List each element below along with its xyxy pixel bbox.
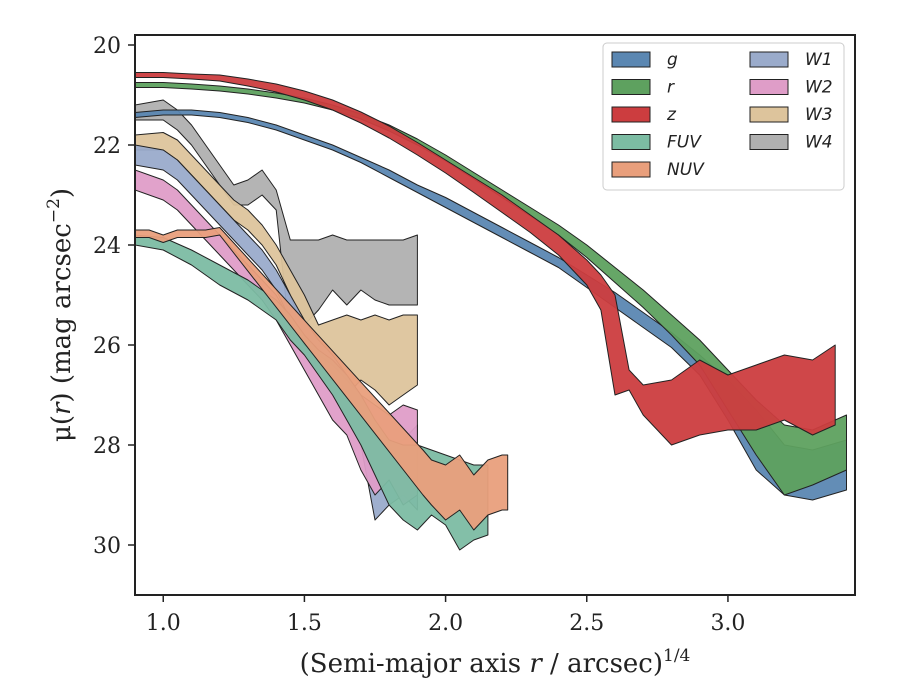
x-tick-label: 2.5 [569, 611, 604, 636]
y-axis-ticks: 20 22 24 26 28 30 [93, 34, 135, 559]
x-axis-title: (Semi-major axis r / arcsec)1/4 [300, 646, 691, 679]
profile-bands [135, 72, 847, 551]
x-tick-label: 1.0 [146, 611, 181, 636]
legend-label-w1: W1 [805, 50, 833, 70]
band-nuv [135, 227, 509, 531]
band-z [135, 72, 836, 446]
legend-swatch-z [611, 106, 651, 123]
y-tick-label: 30 [93, 534, 121, 559]
legend-swatch-w3 [749, 106, 789, 123]
plot-frame [134, 34, 856, 596]
legend-label-fuv: FUV [667, 133, 702, 153]
legend-swatch-nuv [611, 161, 651, 178]
x-tick-label: 3.0 [710, 611, 745, 636]
legend-swatch-g [611, 51, 651, 68]
legend-label-w3: W3 [805, 105, 833, 125]
legend-swatch-r [611, 79, 651, 95]
legend-swatch-w1 [749, 51, 789, 68]
y-tick-label: 20 [93, 34, 121, 59]
legend: grz FUV NUV W1 W2 W3 W4 [602, 42, 845, 191]
legend-label-w4: W4 [805, 133, 833, 153]
y-tick-label: 24 [93, 234, 121, 259]
y-tick-label: 22 [93, 134, 121, 159]
legend-label-nuv: NUV [667, 160, 705, 180]
legend-label-z: z [666, 105, 677, 125]
x-tick-label: 1.5 [287, 611, 322, 636]
x-tick-label: 2.0 [428, 611, 463, 636]
x-axis-ticks: 1.0 1.5 2.0 2.5 3.0 [146, 595, 745, 636]
legend-label-r: r [667, 78, 675, 98]
y-tick-label: 28 [93, 434, 121, 459]
y-axis-title: μ(r) (mag arcsec−2) [44, 188, 77, 442]
legend-swatch-fuv [611, 134, 651, 150]
y-tick-label: 26 [93, 334, 121, 359]
legend-swatch-w4 [749, 134, 789, 150]
legend-label-g: g [667, 50, 678, 70]
legend-swatch-w2 [749, 79, 789, 95]
legend-label-w2: W2 [805, 78, 833, 98]
